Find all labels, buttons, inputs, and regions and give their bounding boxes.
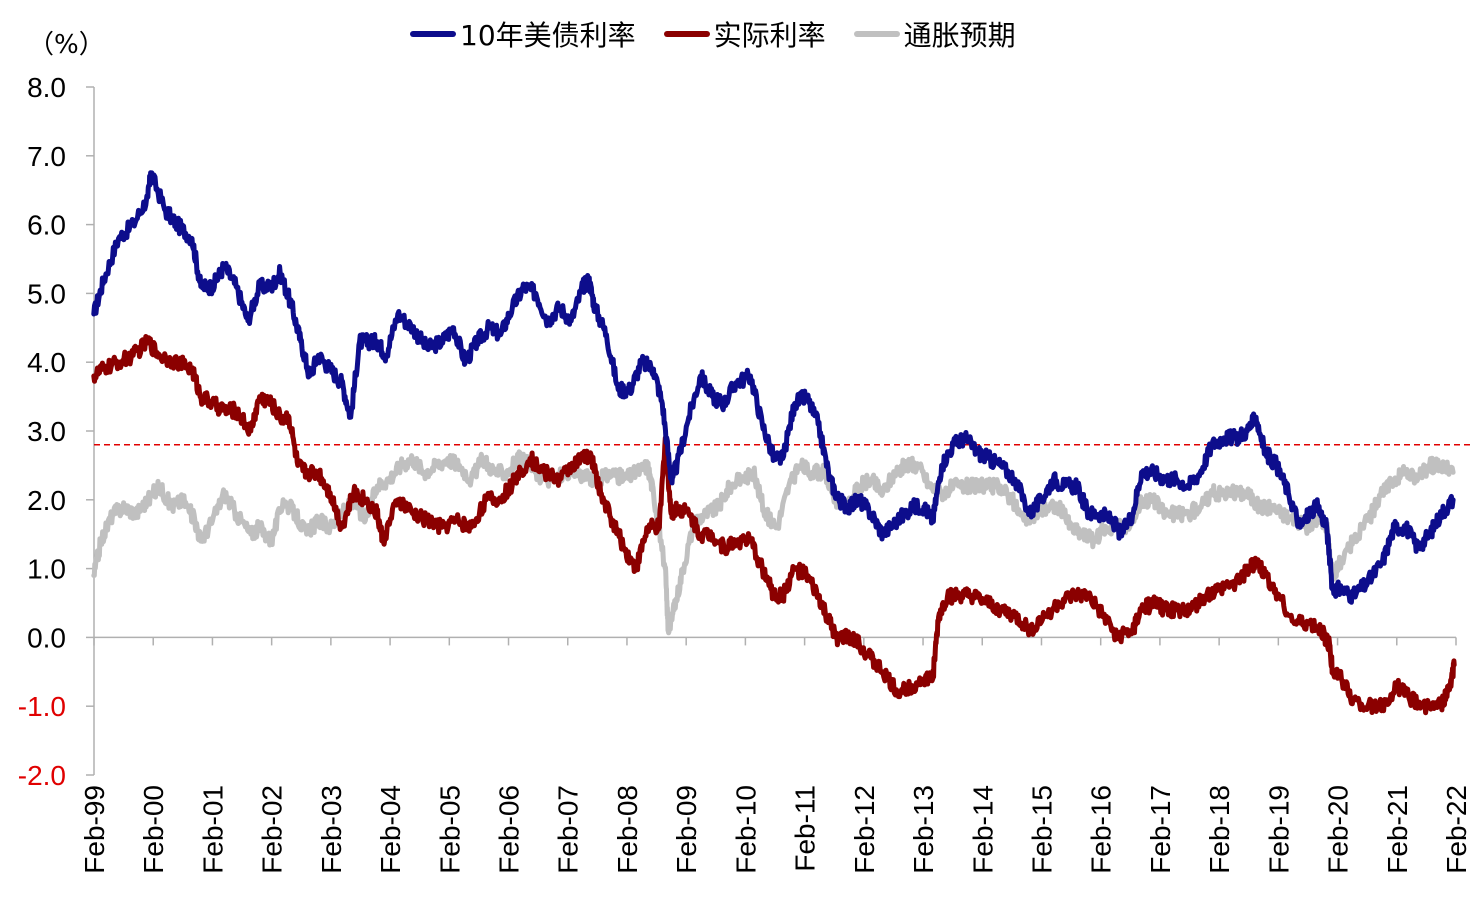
x-tick-label: Feb-05 [434,785,465,874]
legend-label-inflation-expectation: 通胀预期 [903,19,1016,52]
x-tick-label: Feb-02 [257,785,288,874]
x-tick-label: Feb-19 [1263,785,1294,874]
x-tick-label: Feb-18 [1204,785,1235,874]
series-line-1 [91,334,1457,716]
x-tick-label: Feb-14 [967,785,998,874]
x-tick-label: Feb-11 [790,785,821,872]
x-tick-label: Feb-07 [553,785,584,874]
x-tick-label: Feb-21 [1382,785,1413,874]
x-tick-label: Feb-01 [197,785,228,874]
y-tick-label: -1.0 [18,691,66,722]
y-tick-label: 5.0 [27,278,66,309]
y-tick-label: 6.0 [27,210,66,241]
legend-swatch-inflation-expectation [853,31,900,37]
chart-legend: 10年美债利率 实际利率 通胀预期 [410,14,1044,54]
legend-swatch-real-rate [663,31,710,37]
x-tick-label: Feb-22 [1441,785,1472,874]
legend-label-10y-yield: 10年美债利率 [460,19,636,52]
x-tick-label: Feb-08 [612,785,643,874]
legend-item-inflation-expectation: 通胀预期 [853,14,1016,54]
x-tick-label: Feb-10 [730,785,761,874]
y-tick-label: 4.0 [27,347,66,378]
x-tick-label: Feb-12 [849,785,880,874]
x-tick-label: Feb-15 [1026,785,1057,874]
legend-swatch-10y-yield [410,31,456,37]
series-line-2 [91,449,1456,636]
x-tick-label: Feb-20 [1323,785,1354,874]
x-tick-label: Feb-04 [375,785,406,874]
x-tick-label: Feb-09 [671,785,702,874]
x-tick-label: Feb-03 [316,785,347,874]
x-tick-label: Feb-17 [1145,785,1176,874]
x-tick-label: Feb-13 [908,785,939,874]
y-tick-label: 0.0 [27,622,66,653]
y-tick-label: 3.0 [27,416,66,447]
y-tick-label: 1.0 [27,554,66,585]
y-tick-label: 2.0 [27,485,66,516]
y-tick-label: 8.0 [27,72,66,103]
x-tick-label: Feb-99 [79,785,110,874]
x-tick-label: Feb-00 [138,785,169,874]
x-tick-label: Feb-06 [494,785,525,874]
y-axis-unit-label: （%） [28,30,105,60]
y-tick-label: 7.0 [27,141,66,172]
legend-item-10y-yield: 10年美债利率 [410,14,636,54]
x-tick-label: Feb-16 [1086,785,1117,874]
legend-label-real-rate: 实际利率 [713,19,826,52]
series-line-0 [91,170,1456,605]
y-tick-label: -2.0 [18,760,66,791]
legend-item-real-rate: 实际利率 [663,14,826,54]
